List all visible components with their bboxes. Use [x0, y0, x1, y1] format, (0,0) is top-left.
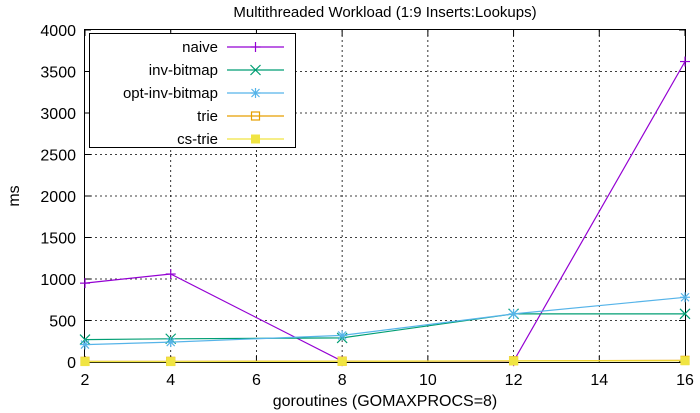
legend-item: cs-trie	[177, 131, 284, 148]
data-point	[250, 111, 261, 121]
x-tick-label: 8	[338, 372, 347, 389]
legend-item: inv-bitmap	[149, 62, 284, 79]
data-point	[80, 339, 90, 350]
y-tick-label: 1000	[40, 272, 76, 289]
x-tick-label: 6	[252, 372, 261, 389]
y-tick-label: 2500	[40, 148, 76, 165]
data-point	[679, 308, 691, 320]
data-point	[80, 278, 90, 289]
series-line	[84, 313, 685, 341]
legend-label: naive	[182, 39, 218, 56]
data-point	[680, 292, 690, 303]
x-tick-label: 16	[676, 372, 694, 389]
data-point	[80, 357, 90, 367]
series-line	[84, 296, 686, 346]
data-point	[165, 269, 176, 280]
y-tick-label: 0	[67, 355, 76, 372]
chart-title: Multithreaded Workload (1:9 Inserts:Look…	[233, 4, 536, 21]
y-tick-label: 3500	[40, 65, 76, 82]
legend-item: naive	[182, 39, 284, 56]
legend-label: inv-bitmap	[149, 62, 218, 79]
y-tick-label: 3000	[40, 106, 76, 123]
data-point	[337, 330, 348, 341]
plot-frame	[84, 29, 686, 363]
x-tick-label: 4	[166, 372, 175, 389]
legend-label: trie	[197, 108, 218, 125]
series-cs-trie	[80, 356, 690, 367]
y-axis-title: ms	[6, 185, 23, 206]
data-point	[250, 42, 261, 52]
x-tick-label: 14	[590, 372, 608, 389]
legend-item: opt-inv-bitmap	[123, 85, 284, 102]
y-tick-label: 500	[49, 314, 76, 331]
ticks: 0 500 1000 1500 2000 2500 3000 3500 4000 2 4 6 8 10 12…	[40, 23, 694, 389]
series-group	[79, 56, 691, 367]
legend-item: trie	[197, 108, 284, 125]
x-tick-label: 10	[419, 372, 437, 389]
legend: naive inv-bitmap opt-inv-bitmap trie cs-trie	[89, 33, 296, 148]
data-point	[680, 56, 690, 67]
series-inv-bitmap	[79, 308, 691, 346]
legend-label: cs-trie	[177, 131, 218, 148]
data-point	[166, 357, 176, 367]
data-point	[165, 337, 176, 348]
y-tick-label: 4000	[40, 23, 76, 40]
y-tick-label: 1500	[40, 231, 76, 248]
x-tick-label: 12	[505, 372, 523, 389]
legend-label: opt-inv-bitmap	[123, 85, 218, 102]
x-tick-label: 2	[81, 372, 90, 389]
series-opt-inv-bitmap	[80, 292, 690, 350]
data-point	[509, 356, 519, 366]
x-axis-title: goroutines (GOMAXPROCS=8)	[273, 393, 498, 410]
data-point	[251, 134, 260, 144]
data-point	[337, 356, 347, 366]
legend-box	[89, 33, 296, 148]
y-tick-label: 2000	[40, 189, 76, 206]
data-point	[680, 356, 690, 366]
data-point	[250, 64, 261, 76]
data-point	[250, 88, 261, 98]
data-point	[508, 308, 519, 319]
